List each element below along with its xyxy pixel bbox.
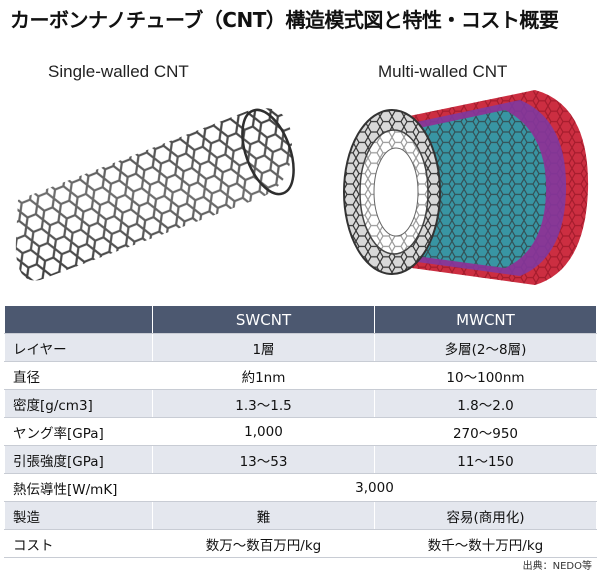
header-swcnt: SWCNT xyxy=(152,305,375,334)
swcnt-value: 難 xyxy=(152,501,375,530)
row-label: ヤング率[GPa] xyxy=(4,417,153,446)
properties-table: SWCNT MWCNT レイヤー 1層 多層(2～8層) 直径 約1nm 10～… xyxy=(4,305,597,558)
row-label: 製造 xyxy=(4,501,153,530)
row-label: レイヤー xyxy=(4,333,153,362)
row-label: 密度[g/cm3] xyxy=(4,389,153,418)
mwcnt-value: 数千～数十万円/kg xyxy=(374,529,597,558)
mwcnt-value: 11～150 xyxy=(374,445,597,474)
table-row: 熱伝導性[W/mK] 3,000 xyxy=(4,473,597,502)
row-label: 熱伝導性[W/mK] xyxy=(4,473,153,502)
page-title: カーボンナノチューブ（CNT）構造模式図と特性・コスト概要 xyxy=(10,8,559,32)
single-walled-caption: Single-walled CNT xyxy=(48,62,189,81)
source-note: 出典：NEDO等 xyxy=(522,561,592,572)
table-header-row: SWCNT MWCNT xyxy=(4,305,597,334)
swcnt-value: 13～53 xyxy=(152,445,375,474)
table-row: 密度[g/cm3] 1.3～1.5 1.8～2.0 xyxy=(4,389,597,418)
swcnt-value: 1層 xyxy=(152,333,375,362)
table-row: ヤング率[GPa] 1,000 270～950 xyxy=(4,417,597,446)
header-mwcnt: MWCNT xyxy=(374,305,597,334)
mwcnt-value: 1.8～2.0 xyxy=(374,389,597,418)
swcnt-value: 1.3～1.5 xyxy=(152,389,375,418)
mwcnt-value: 容易(商用化) xyxy=(374,501,597,530)
table-row: 直径 約1nm 10～100nm xyxy=(4,361,597,390)
row-label: コスト xyxy=(4,529,153,558)
sw-tube-opening xyxy=(241,108,295,196)
mwcnt-value: 多層(2～8層) xyxy=(374,333,597,362)
table-row: 引張強度[GPa] 13～53 11～150 xyxy=(4,445,597,474)
table-row: レイヤー 1層 多層(2～8層) xyxy=(4,333,597,362)
single-walled-cnt-illustration xyxy=(15,108,295,281)
mwcnt-value: 10～100nm xyxy=(374,361,597,390)
multi-walled-caption: Multi-walled CNT xyxy=(378,62,508,81)
multi-walled-cnt-illustration xyxy=(343,90,589,285)
swcnt-value: 数万～数百万円/kg xyxy=(152,529,375,558)
header-empty xyxy=(4,305,153,334)
swcnt-value: 約1nm xyxy=(152,361,375,390)
sw-tube-body xyxy=(15,108,292,281)
shared-value: 3,000 xyxy=(152,473,597,502)
row-label: 引張強度[GPa] xyxy=(4,445,153,474)
swcnt-value: 1,000 xyxy=(152,417,375,446)
table-row: コスト 数万～数百万円/kg 数千～数十万円/kg xyxy=(4,529,597,558)
table-row: 製造 難 容易(商用化) xyxy=(4,501,597,530)
row-label: 直径 xyxy=(4,361,153,390)
mwcnt-value: 270～950 xyxy=(374,417,597,446)
